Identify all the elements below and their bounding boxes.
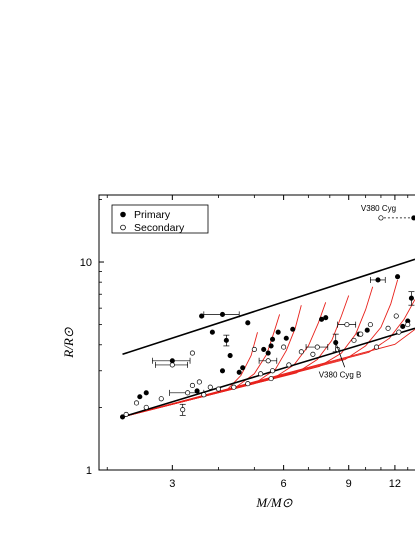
- secondary-point-34: [405, 322, 411, 328]
- primary-point-15: [265, 350, 271, 356]
- primary-point-2: [143, 390, 149, 396]
- y-axis-label: R/R⊙: [61, 327, 76, 358]
- primary-point-7: [219, 311, 226, 317]
- primary-point-19: [283, 335, 289, 341]
- points-layer: [119, 215, 415, 420]
- x-axis-label: M/M⊙: [255, 495, 292, 510]
- primary-point-10: [227, 353, 233, 359]
- primary-point-1: [137, 394, 143, 400]
- boundary-upper: [122, 258, 415, 356]
- primary-point-20: [290, 326, 296, 332]
- legend-label-primary: Primary: [134, 209, 171, 221]
- secondary-point-20: [281, 344, 287, 350]
- isochrone-5: [122, 295, 350, 418]
- secondary-point-13: [231, 384, 237, 390]
- annotation-label-1: V380 Cyg B: [319, 370, 362, 379]
- primary-point-9: [219, 368, 226, 374]
- secondary-point-35: [378, 215, 384, 221]
- isochrone-9: [122, 328, 415, 418]
- primary-point-12: [240, 365, 246, 371]
- primary-point-5: [199, 313, 205, 319]
- isochrone-1: [122, 332, 258, 418]
- legend-marker-primary: [120, 211, 126, 218]
- y-tick-label-10: 10: [80, 257, 92, 269]
- primary-point-22: [323, 315, 329, 321]
- isochrone-2: [122, 314, 281, 418]
- primary-point-17: [275, 329, 281, 335]
- secondary-point-2: [143, 404, 149, 410]
- boundary-lower: [122, 327, 415, 418]
- secondary-point-18: [269, 368, 276, 374]
- x-tick-label-6: 6: [281, 478, 287, 490]
- primary-point-3: [169, 358, 175, 364]
- primary-point-21: [319, 316, 325, 322]
- secondary-point-8: [196, 379, 202, 385]
- primary-point-25: [364, 327, 370, 333]
- axes-layer: 3 6 9 12 1 10 M/M⊙ R/R⊙: [61, 194, 415, 510]
- primary-point-4: [194, 388, 200, 394]
- secondary-point-6: [180, 407, 186, 413]
- primary-point-18: [269, 336, 276, 342]
- secondary-point-28: [358, 331, 364, 337]
- primary-point-14: [261, 346, 267, 352]
- primary-point-0: [119, 414, 126, 420]
- isochrone-4: [122, 302, 327, 418]
- secondary-point-3: [158, 396, 164, 402]
- secondary-point-32: [393, 313, 399, 319]
- secondary-point-15: [251, 346, 257, 352]
- x-tick-label-3: 3: [169, 478, 175, 490]
- secondary-point-33: [396, 329, 402, 335]
- legend-box: [111, 204, 209, 234]
- secondary-point-11: [215, 386, 222, 392]
- isochrone-8: [122, 299, 415, 418]
- secondary-point-14: [245, 381, 251, 387]
- secondary-point-12: [189, 350, 195, 356]
- secondary-point-4: [169, 362, 175, 368]
- annotation-label-2: V380 Cyg: [361, 204, 396, 213]
- secondary-point-5: [185, 390, 191, 396]
- secondary-point-23: [310, 351, 316, 357]
- secondary-point-22: [298, 349, 304, 355]
- primary-point-26: [375, 277, 381, 283]
- primary-point-30: [400, 323, 406, 330]
- primary-point-6: [209, 329, 215, 335]
- y-tick-label-1: 1: [86, 465, 92, 477]
- curves-layer: [122, 258, 415, 418]
- primary-point-16: [268, 343, 274, 349]
- secondary-point-16: [258, 371, 264, 377]
- primary-point-8: [223, 337, 229, 343]
- secondary-point-10: [207, 384, 213, 390]
- secondary-point-17: [268, 376, 274, 382]
- primary-point-23: [333, 340, 339, 346]
- annotation-arrow-1: [335, 342, 346, 368]
- x-tick-label-9: 9: [346, 478, 352, 490]
- secondary-point-31: [385, 325, 391, 331]
- secondary-point-21: [286, 362, 292, 368]
- secondary-point-26: [344, 322, 350, 328]
- primary-point-28: [408, 295, 414, 301]
- secondary-point-24: [314, 344, 320, 350]
- primary-point-11: [236, 369, 242, 375]
- plot-frame: [98, 194, 415, 471]
- primary-point-13: [245, 320, 251, 326]
- secondary-point-27: [351, 337, 357, 343]
- secondary-point-7: [189, 382, 195, 388]
- secondary-point-1: [133, 400, 140, 406]
- primary-point-27: [395, 274, 401, 280]
- secondary-point-19: [265, 358, 271, 364]
- secondary-point-9: [201, 392, 207, 398]
- isochrone-7: [122, 279, 399, 418]
- secondary-point-0: [123, 411, 129, 417]
- legend-marker-secondary: [120, 224, 126, 231]
- x-tick-label-12: 12: [389, 478, 401, 490]
- annotations-layer: V380 Cyg B V380 Cyg: [319, 204, 415, 379]
- secondary-point-30: [373, 344, 380, 350]
- secondary-point-29: [367, 322, 373, 328]
- legend-label-secondary: Secondary: [134, 222, 185, 234]
